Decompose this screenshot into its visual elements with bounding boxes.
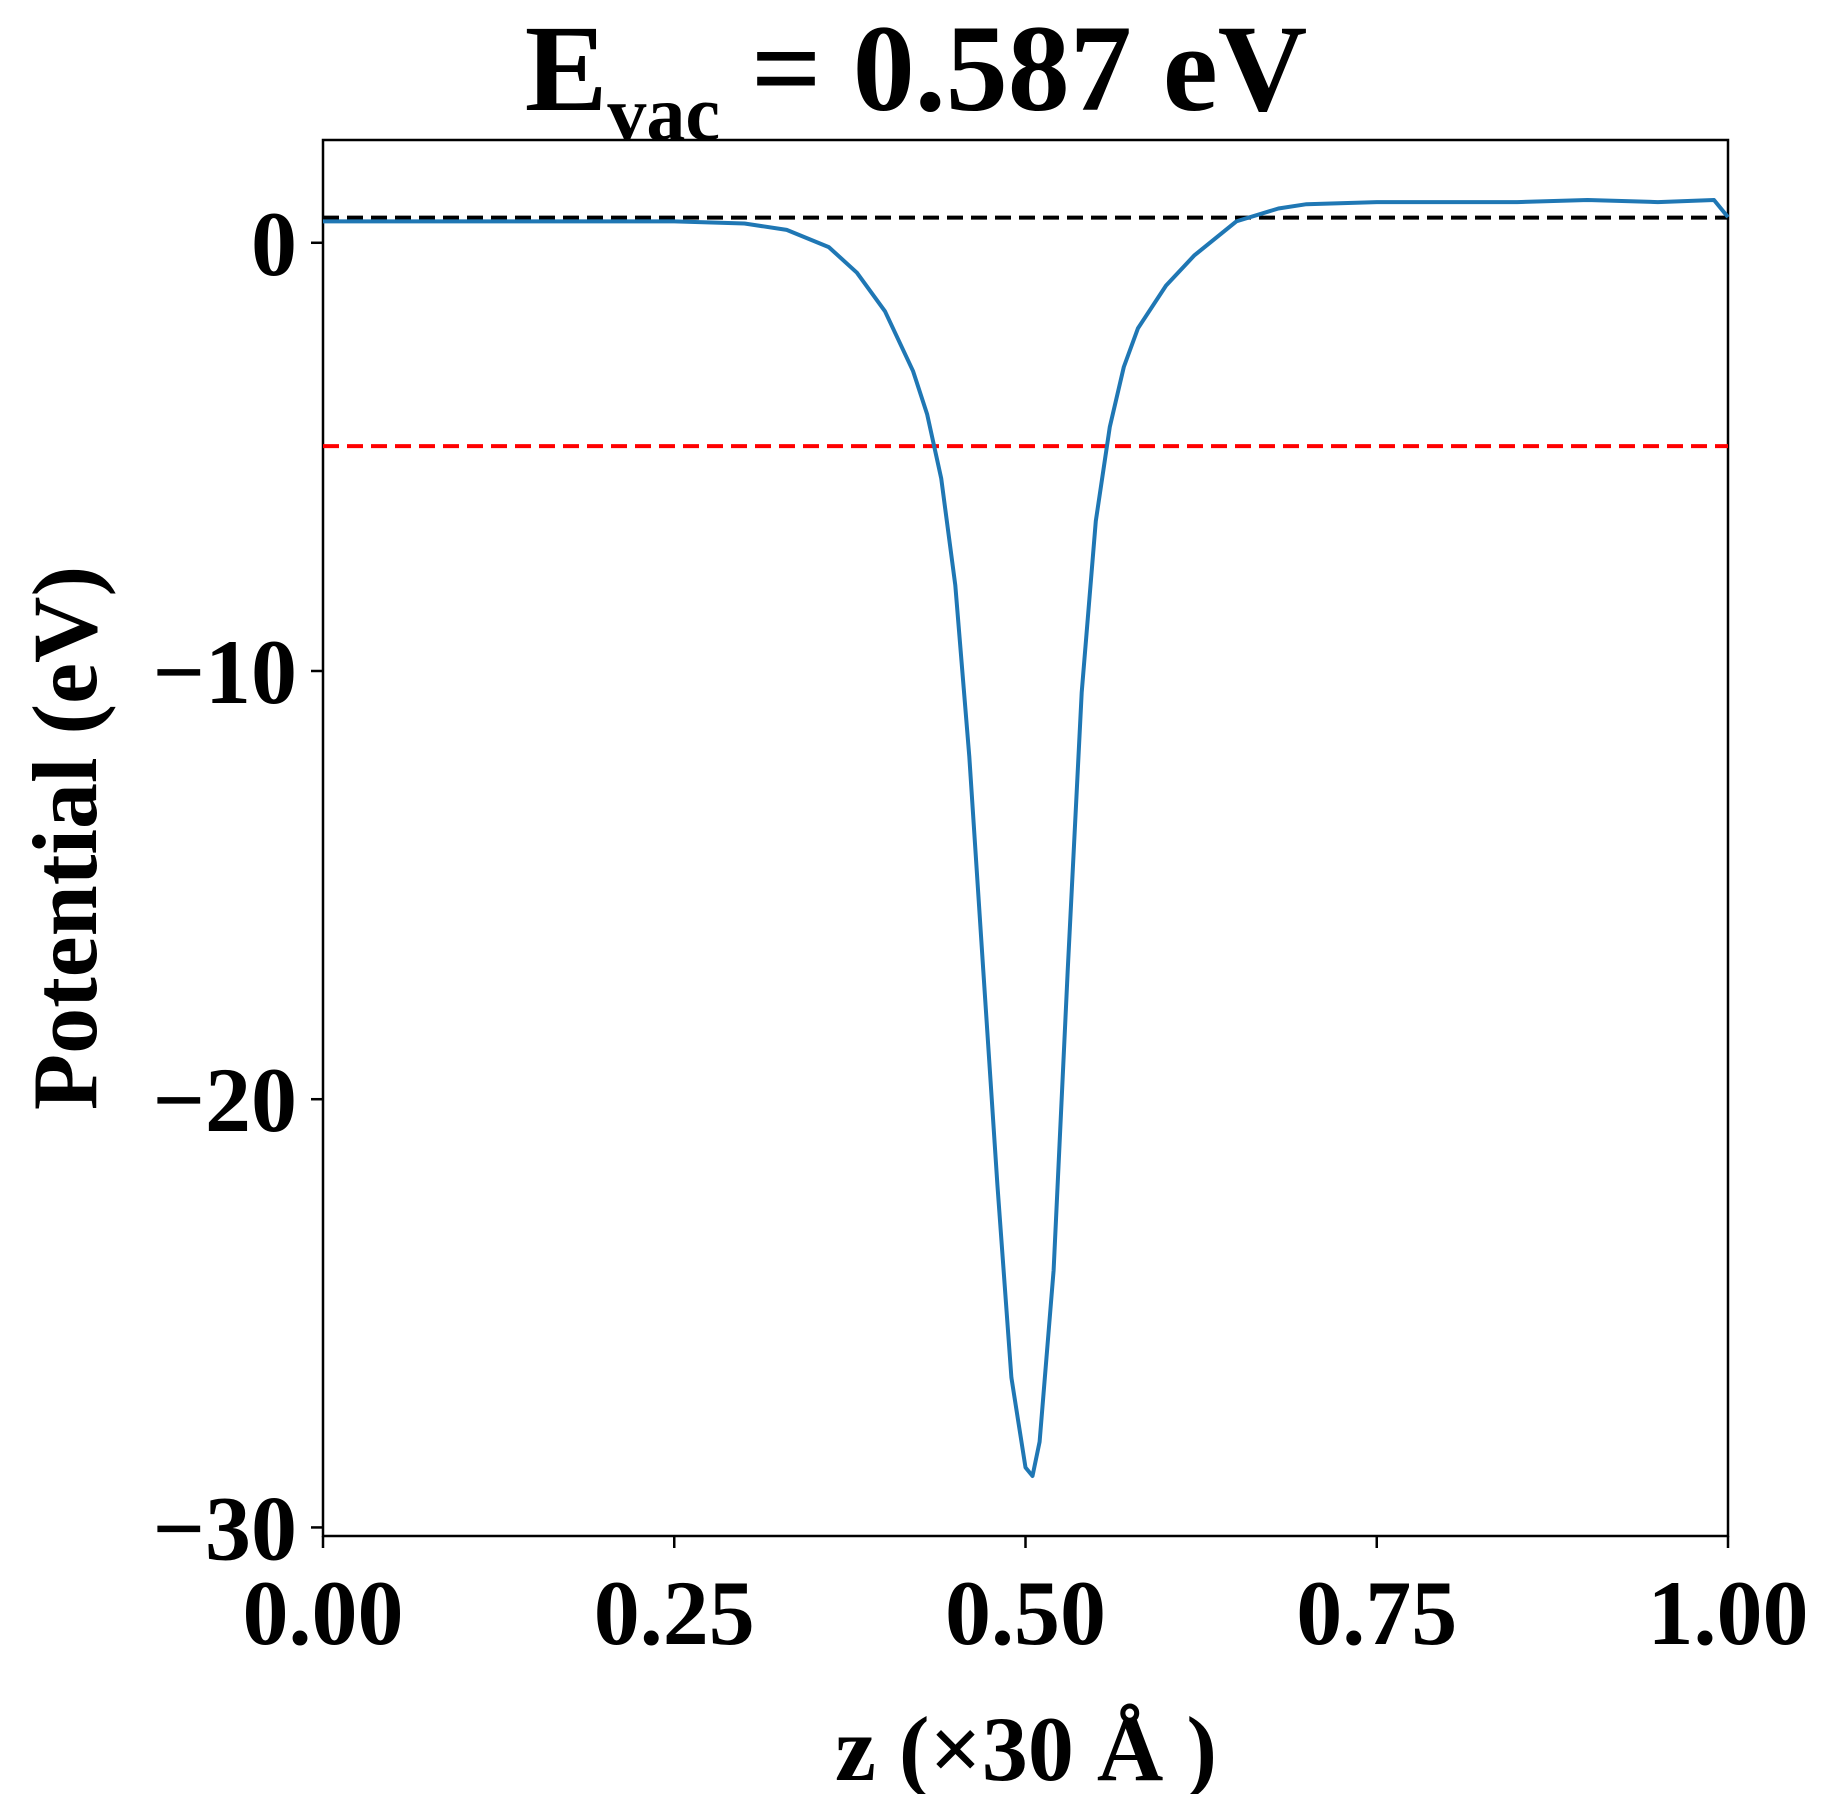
x-tick-label: 1.00	[1648, 1562, 1809, 1664]
x-axis-ticks: 0.00 0.25 0.50 0.75 1.00	[243, 1536, 1809, 1664]
x-tick-label: 0.00	[243, 1562, 404, 1664]
y-tick-label: −10	[153, 621, 297, 723]
y-tick-label: −20	[153, 1049, 297, 1151]
x-axis-label: z (×30 Å )	[835, 1698, 1217, 1794]
y-tick-label: −30	[153, 1477, 297, 1579]
reference-lines	[323, 215, 1728, 449]
x-tick-label: 0.75	[1296, 1562, 1457, 1664]
x-tick-label: 0.50	[945, 1562, 1106, 1664]
series-line-0	[323, 198, 1730, 1478]
y-axis-ticks: 0 −10 −20 −30	[153, 193, 323, 1579]
chart-title-main: E	[525, 0, 608, 137]
plot-frame	[321, 138, 1730, 1538]
chart-title: Evac = 0.587 eV	[525, 0, 1308, 157]
x-tick-label: 0.25	[594, 1562, 755, 1664]
series-layer	[323, 198, 1730, 1478]
y-tick-label: 0	[251, 193, 297, 295]
chart-title-rest: = 0.587 eV	[720, 0, 1307, 137]
chart-title-subscript: vac	[607, 70, 720, 157]
y-axis-label: Potential (eV)	[14, 566, 116, 1110]
